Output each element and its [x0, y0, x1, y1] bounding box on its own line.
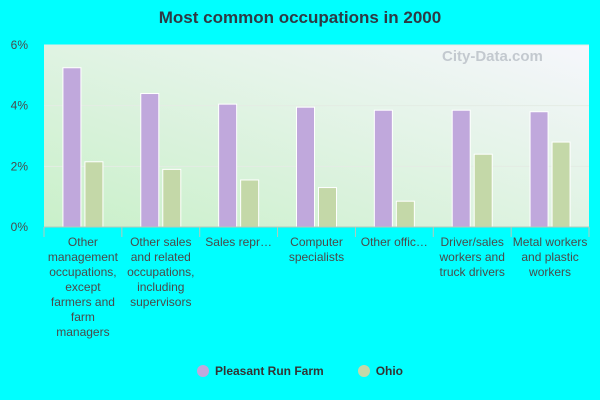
y-tick-label: 6% [11, 38, 29, 52]
bar-1-7 [529, 111, 549, 228]
chart-title: Most common occupations in 2000 [158, 8, 442, 27]
x-tick-label: Driver/sales workers and truck drivers [439, 235, 505, 279]
legend-swatch-series-1 [196, 365, 209, 377]
y-tick-label: 0% [11, 220, 29, 234]
legend: Pleasant Run Farm Ohio [0, 364, 600, 378]
legend-label-series-1: Pleasant Run Farm [214, 364, 324, 378]
legend-label-series-2: Ohio [375, 364, 404, 378]
y-tick-label: 2% [11, 159, 29, 173]
bar-2-6 [473, 153, 493, 228]
x-tick-label: Metal workers and plastic workers [512, 235, 588, 279]
bar-2-5 [395, 200, 415, 228]
watermark: City-Data.com [442, 48, 543, 65]
bar-1-1 [62, 67, 82, 228]
y-tick-label: 4% [11, 99, 29, 113]
x-tick-label: Other offic… [360, 235, 428, 249]
x-tick-label: Other management occupations, except far… [47, 235, 118, 339]
bar-2-7 [551, 141, 571, 228]
legend-item-series-1: Pleasant Run Farm [196, 364, 324, 378]
x-tick-label: Computer specialists [288, 235, 345, 264]
x-ticks [43, 227, 590, 237]
legend-item-series-2: Ohio [357, 364, 404, 378]
x-tick-label: Sales repr… [205, 235, 272, 249]
gridlines [44, 44, 589, 167]
bar-1-3 [218, 103, 238, 228]
bar-1-6 [451, 109, 471, 228]
bar-1-2 [140, 93, 160, 228]
bar-2-3 [240, 179, 260, 228]
bar-1-5 [373, 109, 393, 228]
bar-1-4 [296, 106, 315, 228]
y-axis: 0% 2% 4% 6% [11, 38, 29, 234]
bar-2-2 [162, 168, 182, 228]
x-tick-label: Other sales and related occupations, inc… [127, 235, 195, 309]
legend-swatch-series-2 [357, 365, 370, 377]
bar-2-4 [318, 187, 337, 228]
bars [62, 67, 571, 228]
bar-2-1 [84, 161, 104, 228]
plot-area [44, 45, 589, 227]
